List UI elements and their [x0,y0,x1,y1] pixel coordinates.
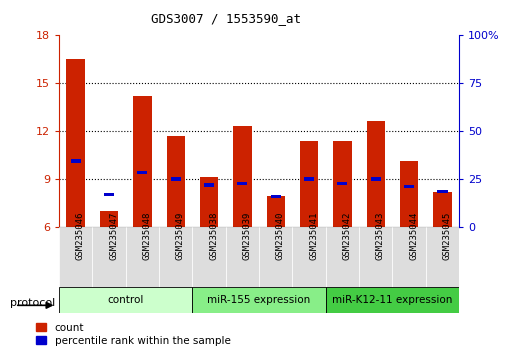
Bar [71,160,81,163]
Bar [100,211,118,227]
FancyBboxPatch shape [59,287,192,313]
Bar [333,141,351,227]
Text: GSM235041: GSM235041 [309,212,318,260]
FancyBboxPatch shape [159,227,192,289]
Bar [167,136,185,227]
FancyBboxPatch shape [359,227,392,289]
Bar [367,121,385,227]
FancyBboxPatch shape [426,227,459,289]
Text: GSM235039: GSM235039 [242,212,251,260]
Bar [271,195,281,198]
Text: control: control [108,295,144,305]
Text: GSM235040: GSM235040 [276,212,285,260]
Text: GSM235046: GSM235046 [76,212,85,260]
Text: GDS3007 / 1553590_at: GDS3007 / 1553590_at [151,12,301,25]
Bar [137,171,147,174]
FancyBboxPatch shape [326,287,459,313]
Bar [171,177,181,181]
Bar [238,182,247,185]
Text: GSM235045: GSM235045 [442,212,451,260]
Bar [233,126,251,227]
FancyBboxPatch shape [192,287,326,313]
Bar [433,192,451,227]
Bar [300,141,318,227]
Text: GSM235038: GSM235038 [209,212,218,260]
Bar [304,177,314,181]
Bar [404,185,414,188]
FancyBboxPatch shape [226,227,259,289]
FancyBboxPatch shape [326,227,359,289]
Text: GSM235047: GSM235047 [109,212,118,260]
FancyBboxPatch shape [92,227,126,289]
Text: protocol: protocol [10,298,55,308]
FancyBboxPatch shape [259,227,292,289]
Bar [338,182,347,185]
Bar [438,190,447,193]
Bar [400,161,418,227]
Text: miR-K12-11 expression: miR-K12-11 expression [332,295,452,305]
FancyBboxPatch shape [126,227,159,289]
Legend: count, percentile rank within the sample: count, percentile rank within the sample [36,323,231,346]
Text: GSM235042: GSM235042 [343,212,351,260]
Bar [267,196,285,227]
Bar [133,96,151,227]
FancyBboxPatch shape [59,227,92,289]
Bar [371,177,381,181]
Text: miR-155 expression: miR-155 expression [207,295,311,305]
Bar [104,193,114,196]
Bar [204,183,214,187]
Text: GSM235049: GSM235049 [175,212,185,260]
Text: GSM235044: GSM235044 [409,212,418,260]
Text: GSM235048: GSM235048 [143,212,151,260]
Bar [67,59,85,227]
Bar [200,177,218,227]
FancyBboxPatch shape [292,227,326,289]
FancyBboxPatch shape [192,227,226,289]
Text: GSM235043: GSM235043 [376,212,385,260]
FancyBboxPatch shape [392,227,426,289]
